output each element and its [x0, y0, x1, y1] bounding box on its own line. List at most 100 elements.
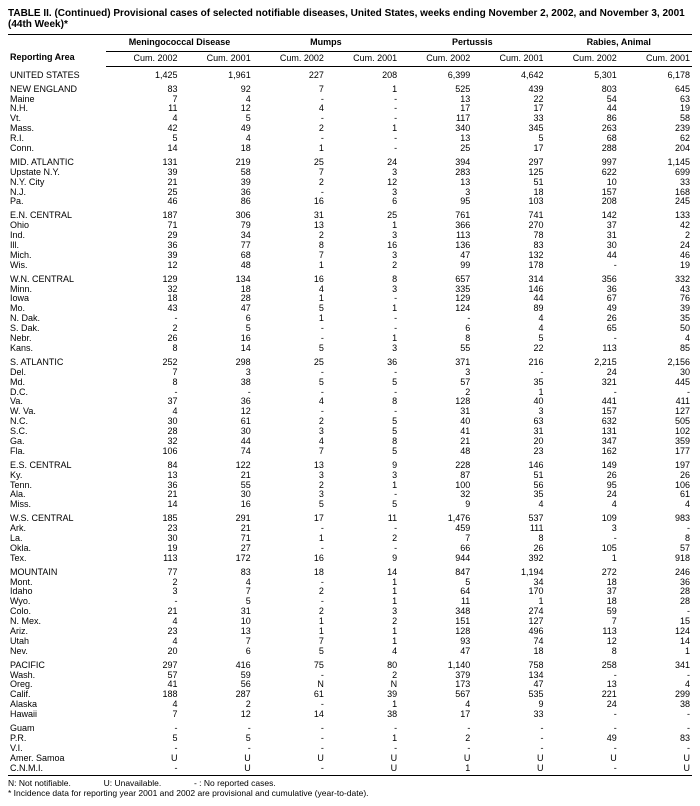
- data-cell: -: [253, 734, 326, 744]
- data-cell: 48: [399, 447, 472, 457]
- data-cell: -: [180, 744, 253, 754]
- footnote-n: N: Not notifiable.: [8, 778, 71, 788]
- area-cell: C.N.M.I.: [8, 764, 106, 774]
- data-cell: 37: [106, 397, 179, 407]
- data-cell: 38: [180, 378, 253, 388]
- data-cell: 74: [180, 447, 253, 457]
- table-row: Ind.29342311378312: [8, 231, 692, 241]
- data-cell: 306: [180, 207, 253, 221]
- table-row: Ky.13213387512626: [8, 471, 692, 481]
- data-cell: 5: [326, 417, 399, 427]
- data-cell: 23: [472, 447, 545, 457]
- data-cell: 445: [619, 378, 692, 388]
- data-cell: 8: [106, 378, 179, 388]
- table-row: W.N. CENTRAL129134168657314356332: [8, 271, 692, 285]
- data-cell: -: [326, 388, 399, 398]
- data-cell: 371: [399, 354, 472, 368]
- data-cell: 5: [253, 378, 326, 388]
- data-cell: 1: [399, 764, 472, 774]
- data-cell: 59: [546, 607, 619, 617]
- data-cell: 5: [253, 304, 326, 314]
- area-cell: Conn.: [8, 144, 106, 154]
- data-cell: 28: [619, 597, 692, 607]
- data-cell: 12: [180, 104, 253, 114]
- data-cell: 291: [180, 510, 253, 524]
- data-cell: 3: [326, 188, 399, 198]
- table-row: R.I.54--1356862: [8, 134, 692, 144]
- data-cell: 109: [546, 510, 619, 524]
- data-cell: -: [253, 671, 326, 681]
- data-cell: -: [546, 261, 619, 271]
- data-cell: 48: [180, 261, 253, 271]
- data-cell: 2: [253, 481, 326, 491]
- data-cell: -: [326, 294, 399, 304]
- table-row: Nev.20654471881: [8, 647, 692, 657]
- data-cell: 31: [253, 207, 326, 221]
- data-cell: 14: [253, 710, 326, 720]
- table-row: Mich.396873471324446: [8, 251, 692, 261]
- data-cell: 47: [180, 304, 253, 314]
- data-cell: 197: [619, 457, 692, 471]
- data-cell: 61: [619, 490, 692, 500]
- data-cell: -: [619, 710, 692, 720]
- data-cell: 185: [106, 510, 179, 524]
- data-cell: 2: [326, 617, 399, 627]
- data-cell: -: [106, 744, 179, 754]
- data-cell: -: [619, 744, 692, 754]
- data-cell: U: [472, 764, 545, 774]
- data-cell: 5: [326, 427, 399, 437]
- area-cell: N.H.: [8, 104, 106, 114]
- data-cell: 18: [472, 647, 545, 657]
- data-cell: 4,642: [472, 66, 545, 80]
- data-cell: 321: [546, 378, 619, 388]
- data-cell: 216: [472, 354, 545, 368]
- data-cell: 7: [253, 637, 326, 647]
- data-cell: 14: [106, 500, 179, 510]
- data-cell: -: [326, 104, 399, 114]
- area-cell: Ind.: [8, 231, 106, 241]
- data-cell: 1: [253, 314, 326, 324]
- table-row: Del.73--3-2430: [8, 368, 692, 378]
- data-cell: 983: [619, 510, 692, 524]
- data-cell: 6,399: [399, 66, 472, 80]
- sub-header: Cum. 2002: [546, 51, 619, 66]
- data-cell: 22: [472, 344, 545, 354]
- table-row: V.I.--------: [8, 744, 692, 754]
- data-cell: 944: [399, 554, 472, 564]
- table-row: Ohio71791313662703742: [8, 221, 692, 231]
- table-row: Va.37364812840441411: [8, 397, 692, 407]
- data-cell: 6: [326, 197, 399, 207]
- area-cell: Pa.: [8, 197, 106, 207]
- table-row: Upstate N.Y.395873283125622699: [8, 168, 692, 178]
- data-cell: U: [619, 754, 692, 764]
- data-cell: 55: [399, 344, 472, 354]
- data-cell: 1: [253, 617, 326, 627]
- data-cell: -: [399, 314, 472, 324]
- data-cell: 1: [326, 81, 399, 95]
- data-cell: 47: [399, 647, 472, 657]
- data-cell: 9: [326, 554, 399, 564]
- data-cell: 8: [546, 647, 619, 657]
- data-cell: 7: [253, 81, 326, 95]
- data-cell: 1: [326, 481, 399, 491]
- data-cell: 3: [106, 587, 179, 597]
- data-cell: 99: [399, 261, 472, 271]
- data-cell: 75: [253, 657, 326, 671]
- data-cell: 208: [546, 197, 619, 207]
- data-cell: 1,961: [180, 66, 253, 80]
- data-cell: 245: [619, 197, 692, 207]
- data-cell: -: [546, 744, 619, 754]
- table-row: P.R.55-12-4983: [8, 734, 692, 744]
- data-cell: 272: [546, 564, 619, 578]
- data-cell: U: [546, 754, 619, 764]
- data-cell: 162: [546, 447, 619, 457]
- data-cell: -: [326, 720, 399, 734]
- table-row: Calif.1882876139567535221299: [8, 690, 692, 700]
- data-cell: 246: [619, 564, 692, 578]
- table-row: Tenn.3655211005695106: [8, 481, 692, 491]
- data-cell: 287: [180, 690, 253, 700]
- table-row: Mo.434751124894939: [8, 304, 692, 314]
- data-cell: 12: [326, 178, 399, 188]
- data-cell: 13: [253, 221, 326, 231]
- data-cell: -: [619, 671, 692, 681]
